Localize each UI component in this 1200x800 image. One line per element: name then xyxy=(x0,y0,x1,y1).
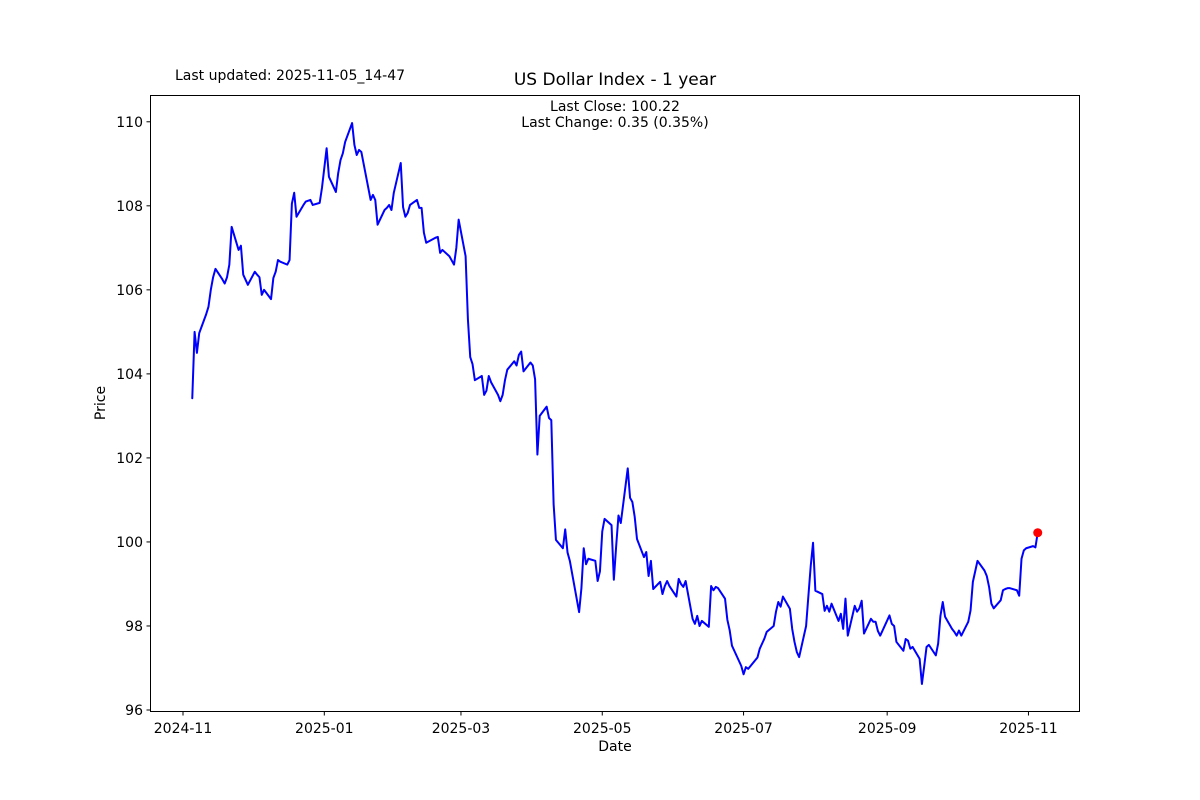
x-tick-label: 2025-01 xyxy=(295,721,354,737)
y-tick-label: 98 xyxy=(125,619,143,635)
last-close-annotation: Last Close: 100.22 xyxy=(550,99,680,115)
y-tick-label: 96 xyxy=(125,703,143,719)
x-tick-label: 2025-03 xyxy=(432,721,491,737)
chart-title: US Dollar Index - 1 year xyxy=(513,70,717,90)
x-tick-label: 2025-09 xyxy=(858,721,917,737)
x-tick-label: 2024-11 xyxy=(154,721,213,737)
plot-border xyxy=(150,95,1080,712)
y-tick-label: 110 xyxy=(116,115,143,131)
last-updated-text: Last updated: 2025-11-05_14-47 xyxy=(175,68,406,84)
y-tick-label: 100 xyxy=(116,535,143,551)
x-tick-label: 2025-07 xyxy=(714,721,773,737)
last-point-marker xyxy=(1033,528,1043,538)
y-tick-label: 106 xyxy=(116,283,143,299)
y-tick-label: 102 xyxy=(116,451,143,467)
y-tick-label: 104 xyxy=(116,367,143,383)
last-change-annotation: Last Change: 0.35 (0.35%) xyxy=(521,115,709,131)
y-axis-label: Price xyxy=(93,385,109,421)
y-tick-label: 108 xyxy=(116,199,143,215)
x-axis-label: Date xyxy=(598,739,632,755)
x-tick-label: 2025-05 xyxy=(573,721,632,737)
x-tick-label: 2025-11 xyxy=(999,721,1058,737)
price-line xyxy=(191,122,1039,685)
